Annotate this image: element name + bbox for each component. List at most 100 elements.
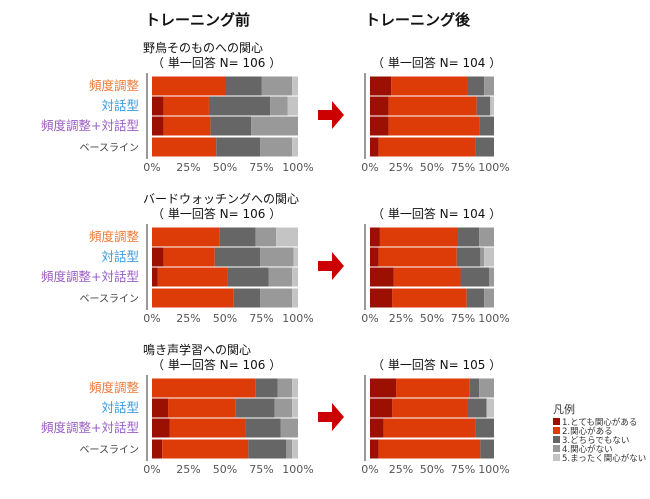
bar-segment bbox=[270, 96, 288, 116]
bar-segment bbox=[277, 378, 293, 398]
x-tick-label: 25% bbox=[176, 463, 200, 476]
bar-segment bbox=[268, 267, 293, 287]
bar-segment bbox=[286, 439, 293, 459]
chart-title: 野鳥そのものへの関心 bbox=[143, 40, 263, 55]
legend-item: 3.どちらでもない bbox=[562, 436, 629, 446]
legend-swatch bbox=[553, 436, 560, 443]
legend-title: 凡例 bbox=[553, 402, 575, 416]
bar-segment bbox=[292, 439, 298, 459]
chart-0: 野鳥そのものへの関心（ 単一回答 N= 106 ） 頻度調整対話型頻度調整+対話型… bbox=[41, 40, 314, 174]
bar-segment bbox=[152, 116, 164, 136]
bar-segment bbox=[251, 116, 298, 136]
bar-segment bbox=[479, 378, 494, 398]
bar-segment bbox=[152, 418, 170, 438]
chart-subtitle: （ 単一回答 N= 104 ） bbox=[372, 206, 501, 221]
arrow-right-icon bbox=[318, 252, 344, 280]
bar-segment bbox=[388, 96, 477, 116]
bar-segment bbox=[456, 247, 481, 267]
x-tick-label: 25% bbox=[389, 161, 413, 174]
x-tick-label: 25% bbox=[176, 161, 200, 174]
legend-swatch bbox=[553, 445, 560, 452]
bar-segment bbox=[475, 418, 494, 438]
bar-segment bbox=[370, 378, 397, 398]
x-tick-label: 25% bbox=[389, 463, 413, 476]
x-tick-label: 75% bbox=[249, 161, 273, 174]
bar-segment bbox=[152, 398, 169, 418]
bar-segment bbox=[225, 76, 262, 96]
bar-segment bbox=[274, 398, 293, 418]
bar-segment bbox=[169, 418, 246, 438]
row-label: 対話型 bbox=[101, 98, 139, 113]
bar-segment bbox=[370, 247, 379, 267]
bar-segment bbox=[152, 267, 158, 287]
x-tick-label: 50% bbox=[213, 312, 237, 325]
bar-segment bbox=[378, 247, 457, 267]
bar-segment bbox=[292, 137, 298, 157]
bar-segment bbox=[378, 439, 481, 459]
bar-segment bbox=[480, 439, 494, 459]
bar-segment bbox=[152, 227, 220, 247]
bar-segment bbox=[460, 267, 490, 287]
row-label: 頻度調整+対話型 bbox=[41, 269, 139, 284]
header-after: トレーニング後 bbox=[365, 11, 471, 29]
bar-segment bbox=[392, 288, 467, 308]
bar-segment bbox=[245, 418, 281, 438]
bar-segment bbox=[484, 76, 494, 96]
x-tick-label: 100% bbox=[282, 161, 313, 174]
bar-segment bbox=[396, 378, 470, 398]
bar-segment bbox=[214, 247, 261, 267]
bar-segment bbox=[210, 116, 252, 136]
x-tick-label: 50% bbox=[420, 312, 444, 325]
bar-segment bbox=[370, 418, 384, 438]
bar-segment bbox=[292, 398, 298, 418]
bar-segment bbox=[466, 288, 485, 308]
chart-1: （ 単一回答 N= 104 ） 0% 25% 50% 75% 100% bbox=[318, 55, 510, 174]
bar-segment bbox=[157, 267, 228, 287]
bar-segment bbox=[392, 398, 468, 418]
x-tick-label: 75% bbox=[451, 161, 475, 174]
x-tick-label: 100% bbox=[478, 161, 509, 174]
bar-segment bbox=[292, 288, 298, 308]
bar-segment bbox=[152, 288, 234, 308]
x-tick-label: 75% bbox=[249, 463, 273, 476]
bar-segment bbox=[292, 378, 298, 398]
bar-segment bbox=[479, 227, 494, 247]
chart-title: 鳴き声学習への関心 bbox=[143, 342, 251, 357]
bar-segment bbox=[208, 96, 271, 116]
legend-item: 2.関心がある bbox=[562, 426, 613, 437]
bar-segment bbox=[255, 378, 278, 398]
legend-swatch bbox=[553, 418, 560, 425]
x-tick-label: 25% bbox=[176, 312, 200, 325]
row-label: 頻度調整 bbox=[89, 78, 140, 93]
bar-segment bbox=[287, 96, 298, 116]
legend-item: 4.関心がない bbox=[562, 444, 613, 455]
bar-segment bbox=[484, 288, 494, 308]
bar-segment bbox=[235, 398, 275, 418]
legend: 凡例 1.とても関心がある2.関心がある3.どちらでもない4.関心がない5.まっ… bbox=[553, 402, 646, 464]
bar-segment bbox=[152, 137, 217, 157]
legend-swatch bbox=[553, 454, 560, 461]
chart-5: （ 単一回答 N= 105 ） 0% 25% 50% 75% 100% bbox=[318, 357, 510, 476]
bar-segment bbox=[163, 116, 211, 136]
bar-segment bbox=[370, 116, 389, 136]
legend-swatch bbox=[553, 427, 560, 434]
chart-subtitle: （ 単一回答 N= 106 ） bbox=[152, 55, 281, 70]
bar-segment bbox=[370, 137, 379, 157]
bar-segment bbox=[233, 288, 261, 308]
row-label: 頻度調整 bbox=[89, 229, 140, 244]
x-tick-label: 0% bbox=[361, 161, 378, 174]
bar-segment bbox=[469, 378, 480, 398]
bar-segment bbox=[370, 398, 393, 418]
bar-segment bbox=[261, 76, 293, 96]
bar-segment bbox=[216, 137, 261, 157]
row-label: ベースライン bbox=[80, 444, 140, 456]
chart-3: （ 単一回答 N= 104 ） 0% 25% 50% 75% 100% bbox=[318, 206, 510, 325]
bar-segment bbox=[370, 288, 393, 308]
row-label: 対話型 bbox=[101, 249, 139, 264]
row-label: 頻度調整+対話型 bbox=[41, 118, 139, 133]
bar-segment bbox=[490, 96, 494, 116]
bar-segment bbox=[480, 247, 485, 267]
chart-title: バードウォッチングへの関心 bbox=[143, 192, 299, 206]
bar-segment bbox=[476, 96, 491, 116]
row-label: 対話型 bbox=[101, 400, 139, 415]
